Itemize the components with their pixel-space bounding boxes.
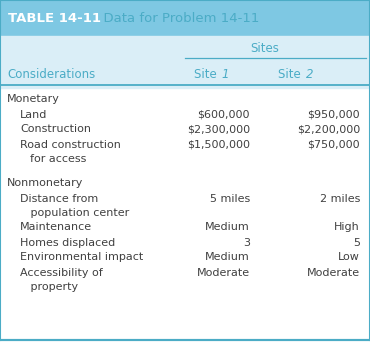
Text: Maintenance: Maintenance: [20, 222, 92, 233]
Text: TABLE 14-11: TABLE 14-11: [8, 11, 101, 25]
Text: population center: population center: [20, 208, 129, 218]
Text: High: High: [334, 222, 360, 233]
Text: $950,000: $950,000: [307, 109, 360, 119]
Text: $2,200,000: $2,200,000: [297, 125, 360, 135]
Bar: [0, 85, 370, 340]
Text: $1,500,000: $1,500,000: [187, 139, 250, 149]
Text: Moderate: Moderate: [307, 267, 360, 277]
Text: $2,300,000: $2,300,000: [187, 125, 250, 135]
Text: Land: Land: [20, 109, 47, 119]
Text: Construction: Construction: [20, 125, 91, 135]
Text: 2 miles: 2 miles: [320, 193, 360, 203]
Text: 1: 1: [221, 67, 229, 81]
Text: Considerations: Considerations: [7, 67, 95, 81]
Bar: [0, 0, 370, 36]
Text: Medium: Medium: [205, 222, 250, 233]
Text: Monetary: Monetary: [7, 94, 60, 104]
Text: Road construction: Road construction: [20, 139, 121, 149]
Text: 5: 5: [353, 237, 360, 247]
Text: Moderate: Moderate: [197, 267, 250, 277]
Text: Homes displaced: Homes displaced: [20, 237, 115, 247]
Text: 5 miles: 5 miles: [210, 193, 250, 203]
Text: Low: Low: [338, 253, 360, 263]
Text: Nonmonetary: Nonmonetary: [7, 179, 83, 189]
Text: 3: 3: [243, 237, 250, 247]
Text: Accessibility of: Accessibility of: [20, 267, 103, 277]
Bar: [0, 36, 370, 88]
Text: $750,000: $750,000: [307, 139, 360, 149]
Text: Site: Site: [279, 67, 305, 81]
Text: for access: for access: [30, 154, 86, 164]
Text: 2: 2: [306, 67, 313, 81]
Text: Data for Problem 14-11: Data for Problem 14-11: [95, 11, 259, 25]
Text: $600,000: $600,000: [198, 109, 250, 119]
Text: property: property: [20, 282, 78, 292]
Text: Site: Site: [194, 67, 220, 81]
Text: Distance from: Distance from: [20, 193, 98, 203]
Text: Environmental impact: Environmental impact: [20, 253, 143, 263]
Text: Medium: Medium: [205, 253, 250, 263]
Text: Sites: Sites: [250, 43, 279, 55]
